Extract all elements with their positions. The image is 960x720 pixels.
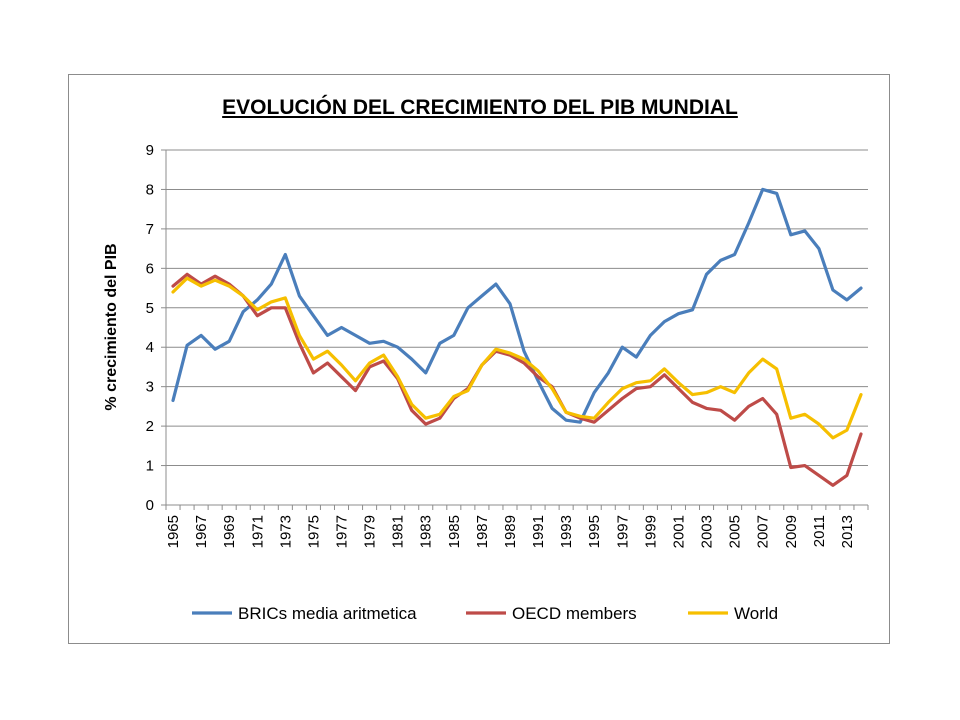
- x-tick-label: 1991: [530, 515, 547, 548]
- x-tick-label: 1999: [642, 515, 659, 548]
- x-tick-label: 1979: [362, 515, 379, 548]
- x-tick-labels: 1965 1967 1969 1971 1973 1975 1977 1979 1981 1983…: [165, 515, 856, 548]
- y-tick-label: 9: [146, 142, 154, 159]
- x-tick-label: 1993: [558, 515, 575, 548]
- x-tick-label: 1995: [586, 515, 603, 548]
- y-tick-label: 8: [146, 181, 154, 198]
- x-tick-label: 1983: [418, 515, 435, 548]
- x-tick-label: 1989: [502, 515, 519, 548]
- x-tick-label: 2007: [755, 515, 772, 548]
- x-tick-label: 1977: [334, 515, 351, 548]
- x-tick-label: 1971: [249, 515, 266, 548]
- y-tick-label: 6: [146, 260, 154, 277]
- x-tick-label: 2011: [811, 515, 828, 547]
- legend-label: OECD members: [512, 604, 637, 623]
- x-tick-label: 1969: [221, 515, 238, 548]
- series-line: [171, 272, 863, 487]
- x-tick-label: 1981: [390, 515, 407, 548]
- legend: BRICs media aritmetica OECD members World: [192, 604, 778, 623]
- x-tick-label: 2003: [699, 515, 716, 548]
- y-tick-label: 3: [146, 379, 154, 396]
- x-tick-label: 1975: [305, 515, 322, 548]
- axes: [161, 149, 869, 510]
- series-line: [171, 276, 863, 440]
- x-tick-label: 1997: [614, 515, 631, 548]
- x-tick-label: 1987: [474, 515, 491, 548]
- series-lines: [171, 187, 863, 487]
- y-tick-labels: 0 1 2 3 4 5 6 7 8 9: [146, 142, 154, 514]
- legend-label: BRICs media aritmetica: [238, 604, 417, 623]
- y-tick-label: 0: [146, 497, 154, 514]
- y-tick-label: 4: [146, 339, 154, 356]
- y-tick-label: 2: [146, 418, 154, 435]
- chart-frame: [68, 74, 890, 644]
- x-tick-label: 2001: [670, 515, 687, 548]
- y-axis-title: % crecimiento del PIB: [103, 243, 120, 410]
- x-tick-label: 1967: [193, 515, 210, 548]
- y-tick-label: 1: [146, 458, 154, 475]
- x-tick-label: 2013: [839, 515, 856, 548]
- x-tick-label: 2009: [783, 515, 800, 548]
- x-tick-label: 2005: [727, 515, 744, 548]
- chart-title: EVOLUCIÓN DEL CRECIMIENTO DEL PIB MUNDIA…: [222, 96, 738, 119]
- y-tick-label: 7: [146, 221, 154, 238]
- series-line: [171, 187, 863, 424]
- x-tick-label: 1985: [446, 515, 463, 548]
- legend-label: World: [734, 604, 778, 623]
- x-tick-label: 1965: [165, 515, 182, 548]
- x-tick-label: 1973: [277, 515, 294, 548]
- y-tick-label: 5: [146, 300, 154, 317]
